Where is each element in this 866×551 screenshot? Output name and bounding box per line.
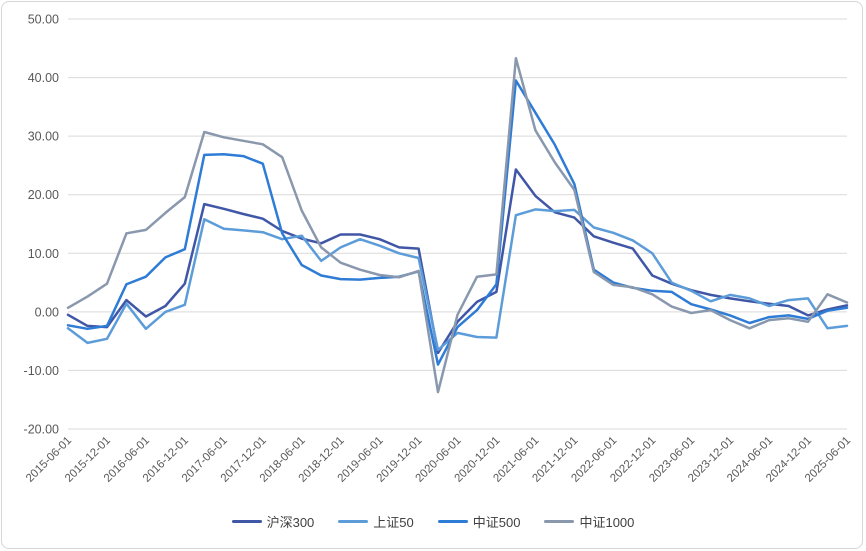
y-axis-tick-label: 50.00 <box>28 13 59 27</box>
legend-swatch-zz500 <box>437 519 468 524</box>
legend-item-hs300[interactable]: 沪深300 <box>231 512 315 531</box>
y-axis-tick-label: 30.00 <box>28 130 59 144</box>
y-axis-tick-label: 40.00 <box>28 71 59 85</box>
y-axis-tick-label: 20.00 <box>28 188 59 202</box>
legend-label-zz500: 中证500 <box>472 515 521 530</box>
y-axis-labels: 50.00 40.00 30.00 20.00 10.00 0.00 -10.00 -20.0… <box>24 13 60 437</box>
series-line-hs300[interactable] <box>66 168 849 355</box>
legend-label-zz1000: 中证1000 <box>579 515 635 530</box>
legend-label-sz50: 上证50 <box>373 515 414 530</box>
legend-item-zz500[interactable]: 中证500 <box>437 512 521 531</box>
legend-swatch-sz50 <box>338 519 369 524</box>
legend: 沪深300 上证50 中证500 中证1000 <box>0 512 866 531</box>
legend-swatch-zz1000 <box>544 519 575 524</box>
y-axis-tick-label: 10.00 <box>28 247 59 261</box>
legend-swatch-hs300 <box>231 519 262 524</box>
legend-item-zz1000[interactable]: 中证1000 <box>544 512 634 531</box>
legend-item-sz50[interactable]: 上证50 <box>338 512 414 531</box>
series-line-sz50[interactable] <box>66 208 849 352</box>
y-axis-tick-label: -10.00 <box>24 364 59 378</box>
legend-label-hs300: 沪深300 <box>266 515 315 530</box>
series-lines <box>66 56 849 394</box>
y-axis-tick-label: -20.00 <box>24 423 59 437</box>
series-line-zz1000[interactable] <box>66 56 849 394</box>
y-axis-tick-label: 0.00 <box>35 305 59 319</box>
gridlines <box>68 18 847 430</box>
x-axis-labels: 2015-06-012015-12-012016-06-012016-12-01… <box>24 435 853 485</box>
series-line-zz500[interactable] <box>66 79 849 366</box>
